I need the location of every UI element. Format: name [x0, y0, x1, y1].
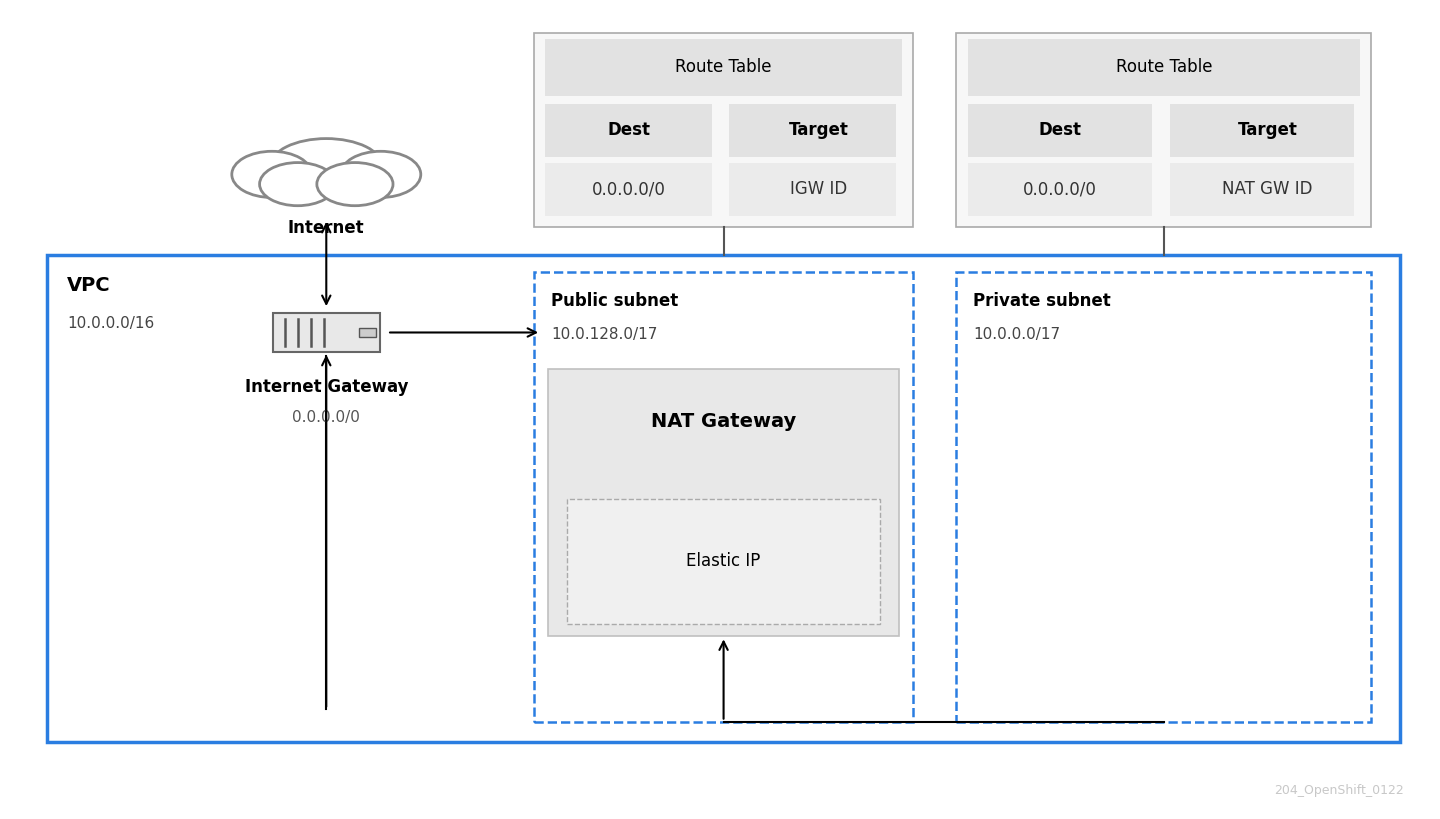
Text: 10.0.0.0/16: 10.0.0.0/16 [68, 316, 154, 331]
FancyBboxPatch shape [546, 39, 901, 96]
Ellipse shape [341, 152, 420, 197]
Text: Internet Gateway: Internet Gateway [245, 378, 408, 396]
Text: Route Table: Route Table [1116, 58, 1212, 76]
FancyBboxPatch shape [549, 369, 899, 636]
Ellipse shape [259, 162, 336, 206]
FancyBboxPatch shape [48, 256, 1400, 742]
Text: 0.0.0.0/0: 0.0.0.0/0 [592, 180, 665, 198]
Text: 10.0.0.0/17: 10.0.0.0/17 [973, 327, 1060, 342]
Text: VPC: VPC [68, 276, 111, 295]
FancyBboxPatch shape [534, 272, 913, 722]
Text: Private subnet: Private subnet [973, 292, 1112, 310]
FancyBboxPatch shape [546, 104, 713, 156]
Text: Target: Target [789, 121, 848, 139]
FancyBboxPatch shape [567, 499, 880, 624]
FancyBboxPatch shape [968, 163, 1152, 215]
FancyBboxPatch shape [359, 328, 376, 337]
FancyBboxPatch shape [1169, 104, 1354, 156]
Ellipse shape [232, 152, 312, 197]
FancyBboxPatch shape [956, 33, 1371, 227]
Ellipse shape [271, 138, 383, 194]
FancyBboxPatch shape [1169, 163, 1354, 215]
FancyBboxPatch shape [956, 272, 1371, 722]
FancyBboxPatch shape [729, 104, 896, 156]
Text: NAT Gateway: NAT Gateway [651, 412, 796, 431]
Text: 0.0.0.0/0: 0.0.0.0/0 [292, 410, 360, 425]
Text: Dest: Dest [1038, 121, 1081, 139]
Ellipse shape [317, 162, 393, 206]
Text: Public subnet: Public subnet [552, 292, 678, 310]
FancyBboxPatch shape [546, 163, 713, 215]
Text: Dest: Dest [608, 121, 651, 139]
FancyBboxPatch shape [968, 39, 1359, 96]
Text: Target: Target [1237, 121, 1297, 139]
Text: Route Table: Route Table [675, 58, 772, 76]
Text: IGW ID: IGW ID [789, 180, 847, 198]
Text: 204_OpenShift_0122: 204_OpenShift_0122 [1274, 784, 1404, 797]
Text: NAT GW ID: NAT GW ID [1223, 180, 1313, 198]
Text: 0.0.0.0/0: 0.0.0.0/0 [1022, 180, 1097, 198]
FancyBboxPatch shape [729, 163, 896, 215]
FancyBboxPatch shape [534, 33, 913, 227]
Text: Internet: Internet [288, 219, 364, 237]
FancyBboxPatch shape [272, 313, 380, 352]
Text: 10.0.128.0/17: 10.0.128.0/17 [552, 327, 658, 342]
FancyBboxPatch shape [968, 104, 1152, 156]
Text: Elastic IP: Elastic IP [687, 553, 760, 571]
